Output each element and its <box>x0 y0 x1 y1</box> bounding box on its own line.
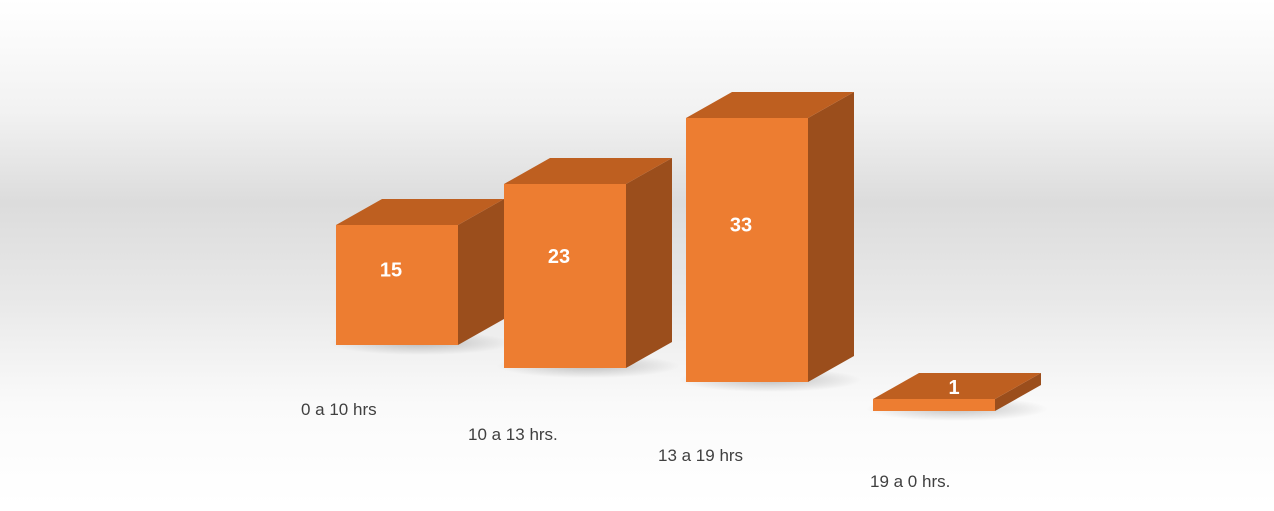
bar-front-face <box>504 184 626 368</box>
bar-top-face <box>504 158 672 184</box>
bar-2 <box>686 92 854 382</box>
bar-1 <box>504 158 672 368</box>
bar-front-face <box>873 399 995 411</box>
bar-side-face <box>626 158 672 368</box>
bar-top-face <box>336 199 504 225</box>
category-label: 0 a 10 hrs <box>301 400 377 419</box>
category-label: 13 a 19 hrs <box>658 446 743 465</box>
bar-top-face <box>873 373 1041 399</box>
category-label: 19 a 0 hrs. <box>870 472 950 491</box>
bar-side-face <box>995 373 1041 411</box>
bar-front-face <box>686 118 808 382</box>
bar-0 <box>336 199 504 345</box>
bar-top-face <box>686 92 854 118</box>
data-label: 15 <box>380 260 402 282</box>
data-label: 1 <box>948 377 959 399</box>
bar-3 <box>873 373 1041 411</box>
bar-side-face <box>458 199 504 345</box>
data-label: 33 <box>730 215 752 237</box>
category-label: 10 a 13 hrs. <box>468 425 558 444</box>
bar-side-face <box>808 92 854 382</box>
data-label: 23 <box>548 246 570 268</box>
bar-front-face <box>336 225 458 345</box>
